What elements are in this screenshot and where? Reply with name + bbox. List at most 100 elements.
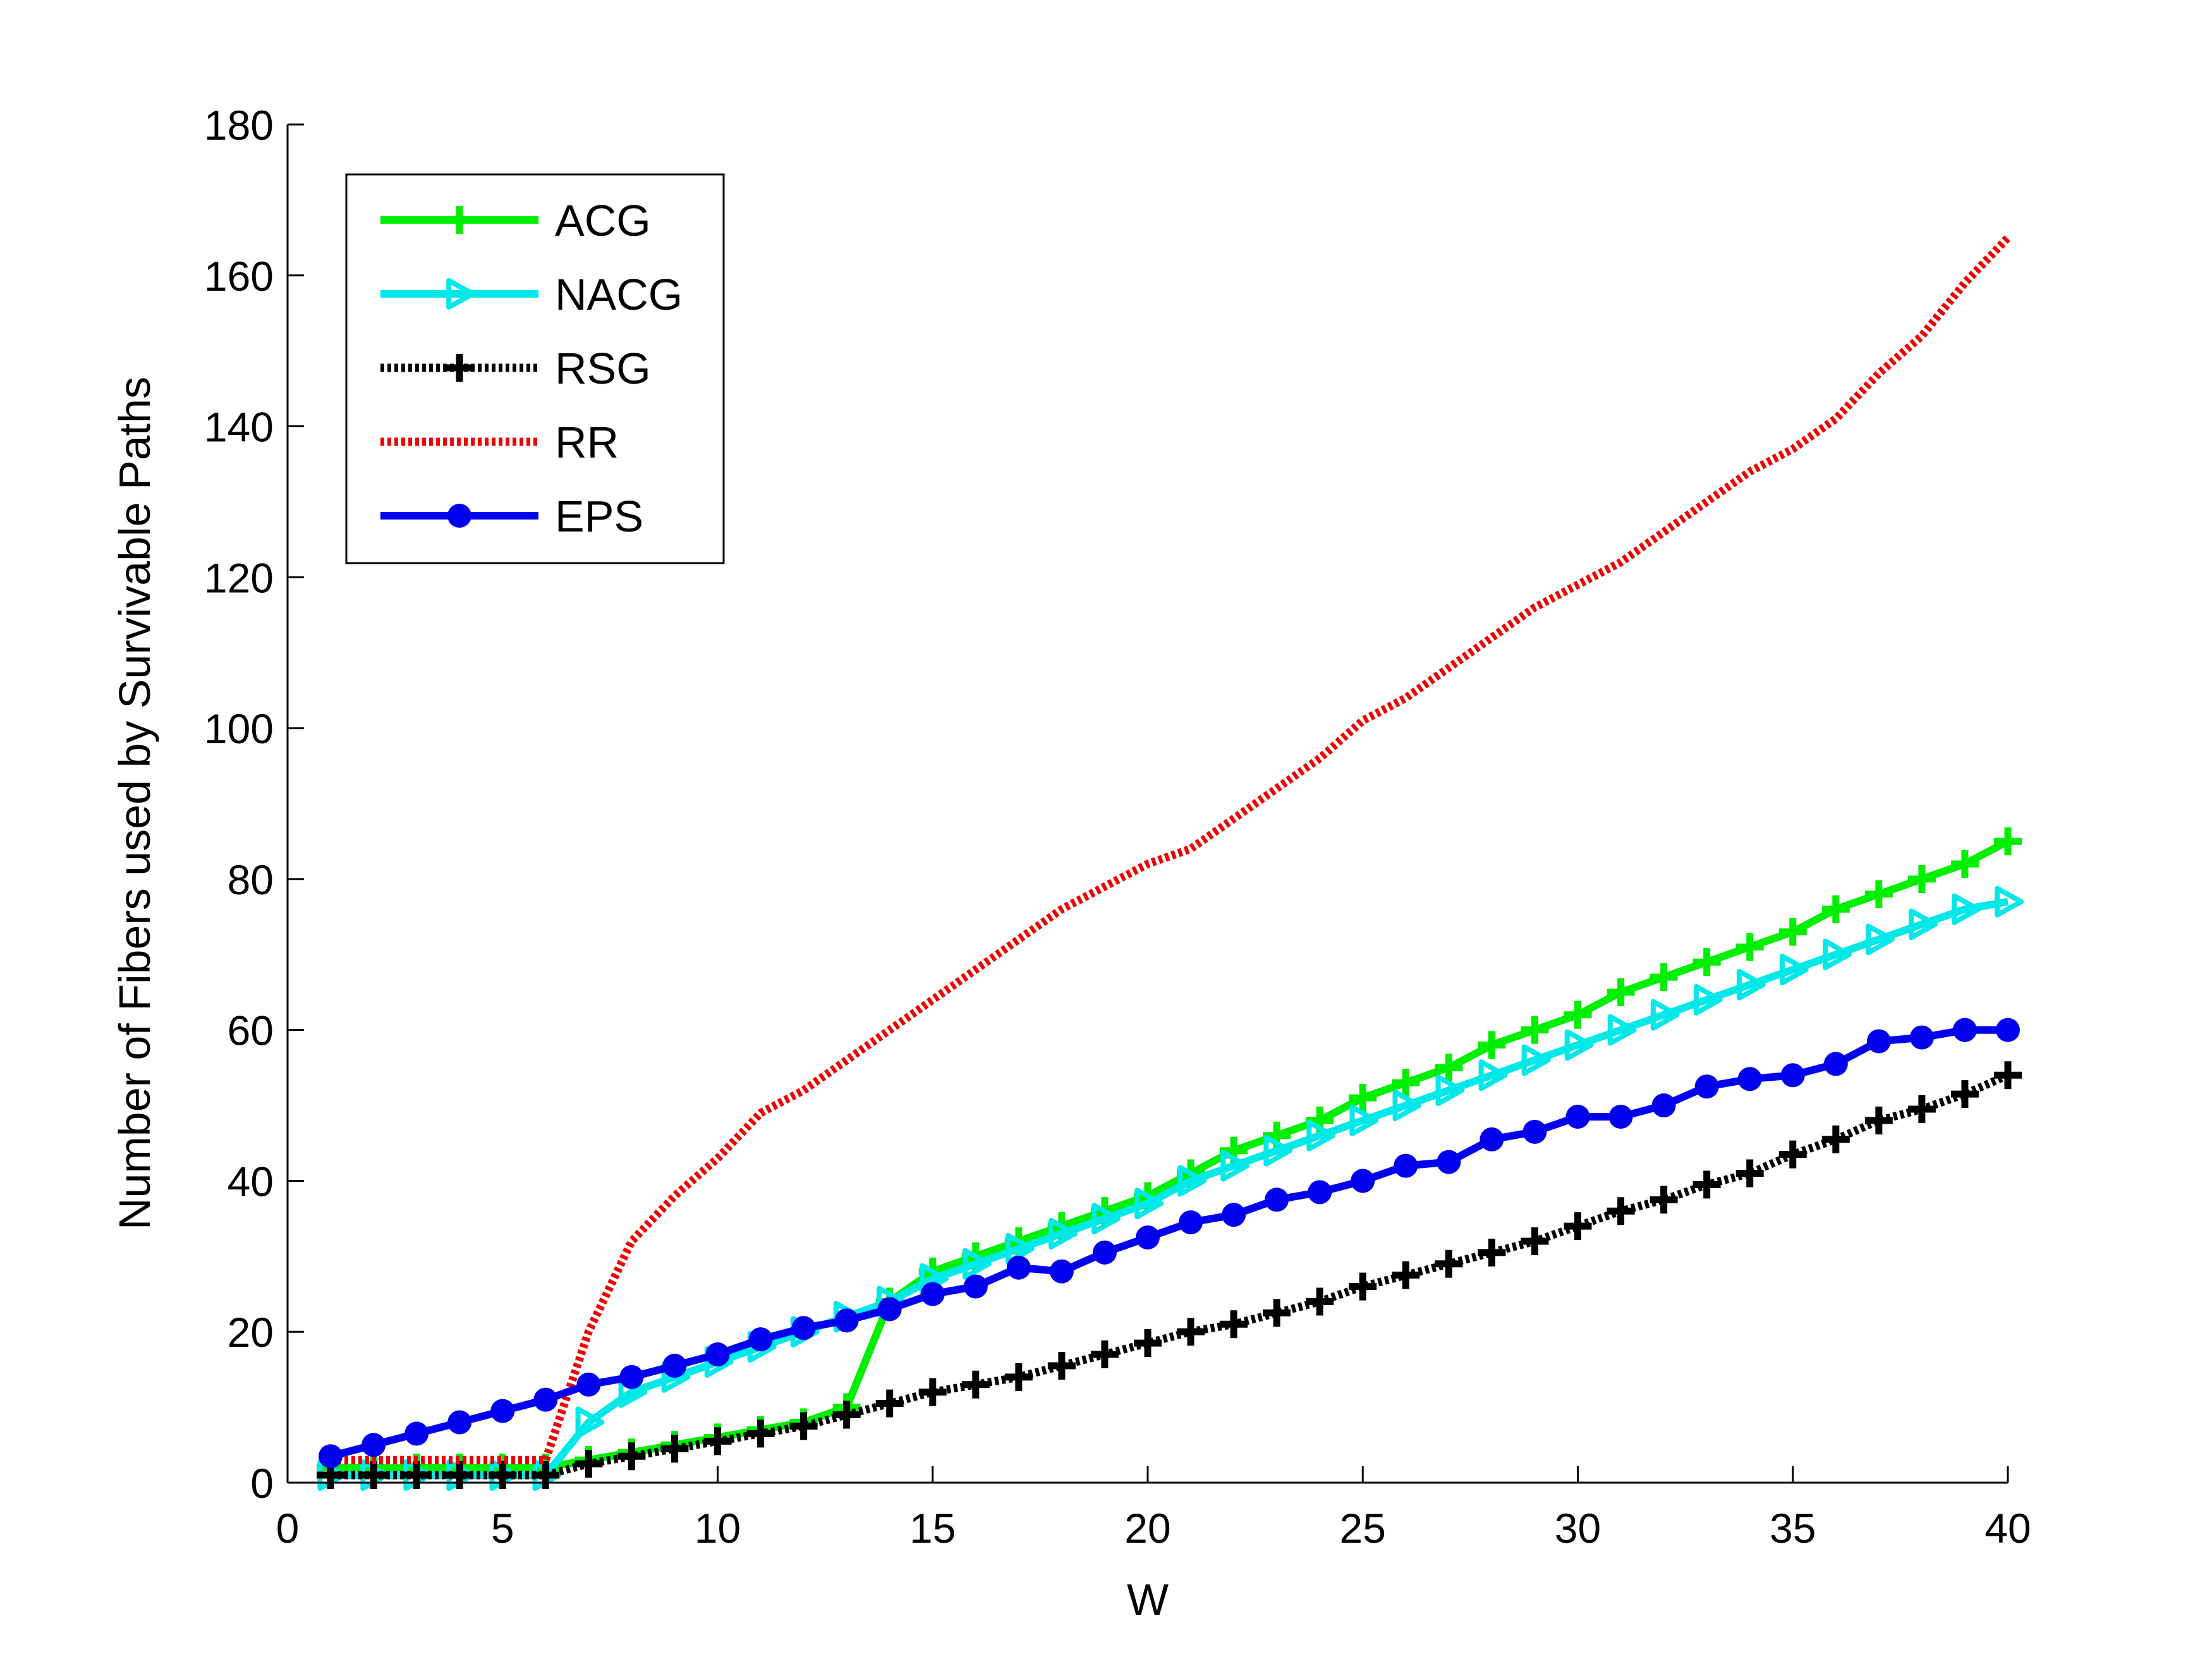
plus-marker — [1521, 1016, 1549, 1044]
plus-marker — [961, 1370, 990, 1399]
plus-marker — [360, 1461, 388, 1490]
circle-marker — [490, 1399, 515, 1423]
y-tick-label: 100 — [204, 705, 274, 752]
circle-marker — [362, 1433, 386, 1457]
triangle-marker — [1478, 1059, 1508, 1091]
circle-marker — [1308, 1180, 1332, 1205]
plus-marker — [617, 1442, 646, 1471]
legend: ACG NACG RSG RR EPS — [345, 173, 725, 564]
plus-marker — [1607, 978, 1635, 1006]
plus-marker — [1134, 1329, 1162, 1358]
circle-marker — [1136, 1225, 1160, 1249]
plus-marker — [403, 1461, 431, 1490]
circle-marker — [791, 1316, 816, 1340]
y-axis-label: Number of Fibers used by Survivable Path… — [110, 377, 159, 1230]
legend-label-eps: EPS — [555, 492, 643, 541]
circle-marker — [1651, 1093, 1676, 1118]
plus-marker — [1521, 1227, 1549, 1255]
circle-marker — [1265, 1188, 1289, 1212]
circle-marker — [1351, 1169, 1375, 1193]
series-eps — [319, 1018, 2020, 1469]
plus-marker — [1392, 1261, 1420, 1289]
y-tick-label: 160 — [204, 253, 274, 300]
plus-marker — [1392, 1069, 1420, 1097]
triangle-marker — [1349, 1104, 1379, 1136]
circle-marker — [1952, 1018, 1977, 1042]
legend-label-nacg: NACG — [555, 270, 683, 319]
circle-marker — [1394, 1153, 1418, 1178]
legend-label-acg: ACG — [555, 196, 651, 245]
plus-marker — [1564, 1000, 1592, 1029]
series-nacg — [317, 885, 2024, 1492]
plus-marker — [1349, 1084, 1377, 1112]
plus-marker — [1778, 918, 1807, 946]
y-tick-label: 120 — [204, 554, 274, 601]
plus-marker — [1004, 1363, 1033, 1391]
axes-layer: 0 5 10 15 20 25 30 35 40 0 20 40 60 80 100 120 140 160 180 — [204, 102, 2031, 1552]
triangle-marker — [1736, 969, 1766, 1001]
triangle-marker — [1435, 1074, 1465, 1107]
plus-marker — [1692, 948, 1721, 976]
triangle-marker — [1177, 1165, 1207, 1197]
circle-marker — [963, 1274, 988, 1299]
triangle-marker — [1693, 983, 1723, 1016]
plus-marker — [1778, 1140, 1807, 1169]
plus-marker — [532, 1461, 560, 1490]
plus-marker — [1650, 1186, 1678, 1214]
x-tick-label: 5 — [491, 1505, 514, 1552]
circle-marker — [1694, 1074, 1719, 1099]
triangle-marker — [1779, 954, 1809, 986]
plus-marker — [875, 1389, 904, 1418]
circle-marker — [447, 504, 471, 528]
y-tick-label: 40 — [228, 1158, 274, 1205]
y-tick-label: 20 — [228, 1309, 274, 1356]
plus-marker — [703, 1427, 732, 1455]
y-tick-label: 180 — [204, 102, 274, 149]
series-line-eps — [329, 1026, 2008, 1461]
plus-marker — [1950, 1080, 1979, 1109]
circle-marker — [1737, 1067, 1762, 1091]
plus-marker — [746, 1419, 775, 1448]
circle-marker — [1823, 1052, 1848, 1076]
plus-marker — [832, 1401, 861, 1429]
plus-marker — [1650, 963, 1678, 992]
plus-marker — [1864, 880, 1893, 908]
triangle-marker — [1995, 885, 2024, 918]
circle-marker — [1996, 1018, 2020, 1042]
x-tick-label: 35 — [1770, 1505, 1816, 1552]
plus-marker — [1564, 1212, 1592, 1241]
circle-marker — [576, 1372, 601, 1397]
circle-marker — [447, 1410, 472, 1435]
circle-marker — [1522, 1119, 1547, 1144]
circle-marker — [705, 1342, 730, 1367]
plus-marker — [789, 1412, 818, 1440]
plus-marker — [1478, 1238, 1506, 1267]
plus-marker — [1692, 1170, 1721, 1199]
x-tick-label: 15 — [909, 1505, 956, 1552]
x-axis-label: W — [1127, 1575, 1169, 1624]
plus-marker — [1177, 1318, 1205, 1346]
plus-marker — [446, 206, 473, 234]
circle-marker — [1780, 1063, 1805, 1088]
plus-marker — [1220, 1310, 1248, 1339]
y-tick-label: 60 — [228, 1007, 274, 1054]
plus-marker — [1047, 1351, 1076, 1380]
triangle-marker — [1220, 1150, 1250, 1182]
series-line-nacg — [331, 897, 2009, 1480]
circle-marker — [1222, 1203, 1246, 1227]
circle-marker — [1006, 1255, 1031, 1280]
triangle-marker — [1823, 939, 1852, 971]
x-tick-label: 10 — [695, 1505, 741, 1552]
plus-marker — [1994, 827, 2022, 856]
triangle-marker — [1263, 1134, 1293, 1167]
legend-item-nacg: NACG — [380, 270, 683, 319]
plus-marker — [1821, 1125, 1850, 1153]
legend-item-eps: EPS — [380, 492, 643, 541]
triangle-marker — [1866, 923, 1895, 956]
triangle-marker — [1650, 999, 1680, 1031]
plus-marker — [1349, 1272, 1377, 1301]
triangle-marker — [1306, 1119, 1336, 1152]
circle-marker — [1608, 1104, 1633, 1129]
series-line-acg — [331, 837, 2010, 1472]
